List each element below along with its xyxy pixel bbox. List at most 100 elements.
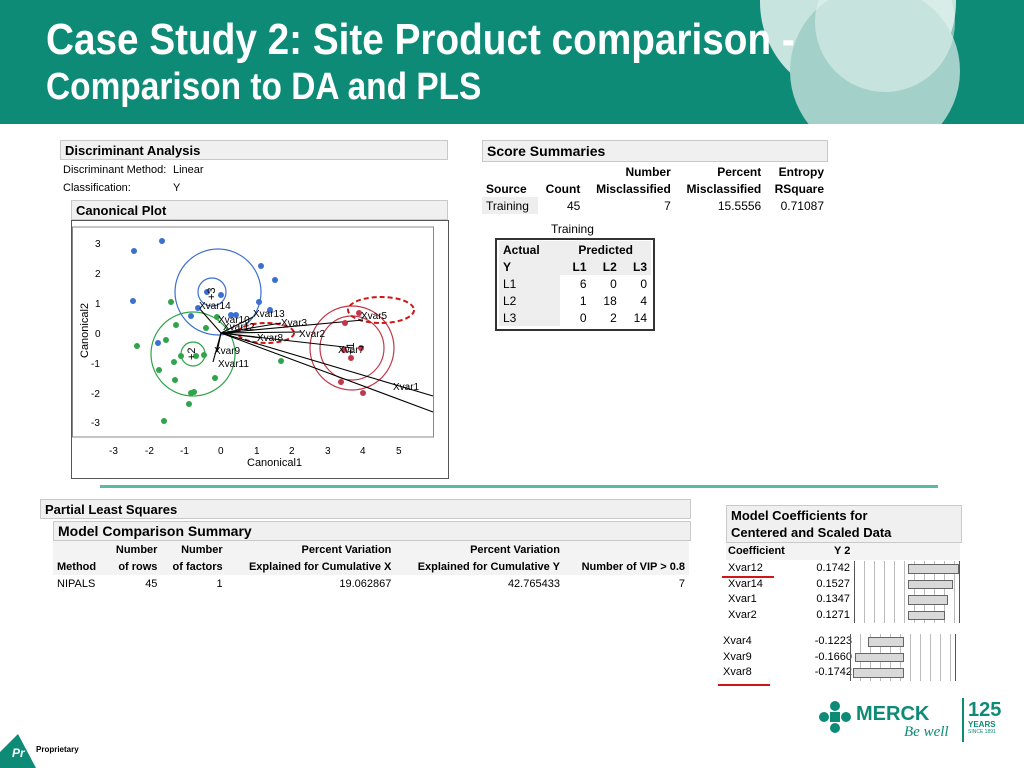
coefficient-bar-track — [854, 607, 960, 623]
l1-point — [338, 379, 344, 385]
l2-point — [214, 314, 220, 320]
table-row: L3 0 2 14 — [499, 309, 651, 326]
coefficient-value: -0.1660 — [814, 650, 852, 663]
anniversary-since: SINCE 1891 — [968, 729, 996, 735]
table-row: NIPALS 45 1 19.062867 42.765433 7 — [53, 575, 689, 592]
x-tick-label: 1 — [254, 446, 260, 457]
proprietary-badge-text: Pr — [12, 746, 25, 760]
x-tick-label: 2 — [289, 446, 295, 457]
biplot-ray — [220, 319, 364, 334]
canonical-plot-xlabel: Canonical1 — [247, 457, 302, 469]
ray-label: Xvar7 — [338, 345, 365, 356]
table-row: L1 6 0 0 — [499, 275, 651, 292]
row-label: L1 — [499, 275, 561, 292]
l3-confidence-circle — [174, 248, 262, 336]
coef-col-header: Coefficient — [728, 545, 785, 557]
coefficients-col-header-row: Coefficient Y 2 — [726, 543, 960, 560]
coefficient-bar-track — [850, 665, 956, 681]
coefficient-name: Xvar14 — [728, 577, 763, 590]
l2-point — [134, 343, 140, 349]
table-cell: 18 — [603, 293, 617, 308]
col-header: Number — [181, 543, 223, 556]
table-cell: 6 — [579, 276, 587, 291]
highlight-dashed-ellipse — [347, 296, 415, 324]
l2-point — [168, 299, 174, 305]
ray-label: Xvar2 — [299, 329, 326, 340]
col-header: Entropy — [778, 164, 824, 179]
coefficients-positive-list: Xvar12 0.1742 Xvar14 0.1527 Xvar1 0.1347 Xvar2… — [726, 561, 962, 623]
x-tick-label: 4 — [360, 446, 366, 457]
col-header: Percent Variation — [470, 543, 560, 556]
coefficient-row: Xvar9 -0.1660 — [720, 649, 962, 665]
table-cell: 14 — [633, 310, 647, 325]
table-cell: 0 — [640, 276, 647, 291]
coefficients-negative-list: Xvar4 -0.1223 Xvar9 -0.1660 Xvar8 -0.1742 — [720, 634, 962, 684]
table-cell: 1 — [579, 293, 587, 308]
biplot-ray — [220, 332, 434, 413]
section-divider — [100, 485, 938, 488]
l3-point — [195, 305, 201, 311]
l2-point — [193, 353, 199, 359]
table-cell: 15.5556 — [717, 198, 762, 213]
coefficient-value: 0.1347 — [816, 593, 850, 605]
col-header: Source — [486, 181, 527, 196]
row-label: L2 — [499, 292, 561, 309]
slide-title-line1: Case Study 2: Site Product comparison - — [46, 15, 795, 64]
ray-label: Xvar3 — [281, 318, 308, 329]
pls-header: Partial Least Squares — [40, 499, 691, 519]
table-row: L2 1 18 4 — [499, 292, 651, 309]
x-tick-label: 0 — [218, 446, 224, 457]
proprietary-badge: Pr — [0, 732, 36, 768]
col-header: Number — [625, 164, 671, 179]
col-header: Explained for Cumulative X — [248, 560, 392, 573]
slide-title-line2: Comparison to DA and PLS — [46, 66, 482, 108]
discriminant-analysis-header: Discriminant Analysis — [60, 140, 448, 160]
col-header: L2 — [602, 259, 617, 274]
col-header — [482, 163, 538, 180]
coefficient-bar — [908, 579, 953, 589]
ray-label: Xvar9 — [214, 346, 241, 357]
proprietary-label: Proprietary — [36, 745, 79, 754]
coefficient-value: -0.1742 — [814, 666, 852, 678]
table-cell: NIPALS — [57, 577, 96, 590]
row-label: L3 — [499, 309, 561, 326]
classification-label: Classification: — [63, 182, 131, 194]
l2-confidence-circle — [150, 311, 236, 397]
coefficient-bar — [852, 668, 904, 678]
ray-label: Xvar13 — [253, 309, 285, 320]
y-tick-label: -2 — [91, 389, 100, 400]
coefficient-bar — [908, 610, 946, 620]
biplot-ray — [198, 307, 222, 334]
ray-label: Xvar12 — [223, 322, 255, 333]
confusion-caption: Training — [551, 222, 594, 236]
table-cell: 0 — [610, 276, 617, 291]
coefficient-name: Xvar4 — [723, 635, 752, 647]
l2-point — [172, 377, 178, 383]
l3-point — [159, 238, 165, 244]
l3-point — [188, 313, 194, 319]
canonical-plot-header: Canonical Plot — [71, 200, 448, 220]
l2-point — [186, 401, 192, 407]
coefficient-bar — [908, 564, 960, 574]
highlight-underline — [722, 576, 774, 578]
table-cell: 45 — [145, 577, 158, 590]
y-tick-label: 0 — [95, 329, 101, 340]
coefficient-name: Xvar9 — [723, 650, 752, 663]
table-cell: 19.062867 — [339, 577, 392, 590]
l1-point — [342, 320, 348, 326]
canonical-plot: 3 2 1 0 -1 -2 -3 -3 -2 -1 0 1 2 3 4 5 Ca… — [71, 220, 449, 479]
coefficient-row: Xvar1 0.1347 — [726, 592, 962, 608]
confusion-matrix: Actual Predicted Y L1 L2 L3 L1 6 0 0 L2 … — [495, 238, 655, 331]
x-tick-label: -1 — [180, 446, 189, 457]
model-comparison-header: Model Comparison Summary — [53, 521, 691, 541]
col-header: RSquare — [774, 181, 824, 196]
coefficient-name: Xvar1 — [728, 593, 757, 605]
x-tick-label: 5 — [396, 446, 402, 457]
l1-confidence-circle — [309, 305, 395, 391]
years-divider — [962, 698, 964, 742]
coefficient-row: Xvar2 0.1271 — [726, 607, 962, 623]
l2-point — [278, 358, 284, 364]
col-header: Misclassified — [596, 181, 671, 196]
proprietary-badge-shape — [0, 734, 36, 768]
l3-point — [204, 289, 210, 295]
